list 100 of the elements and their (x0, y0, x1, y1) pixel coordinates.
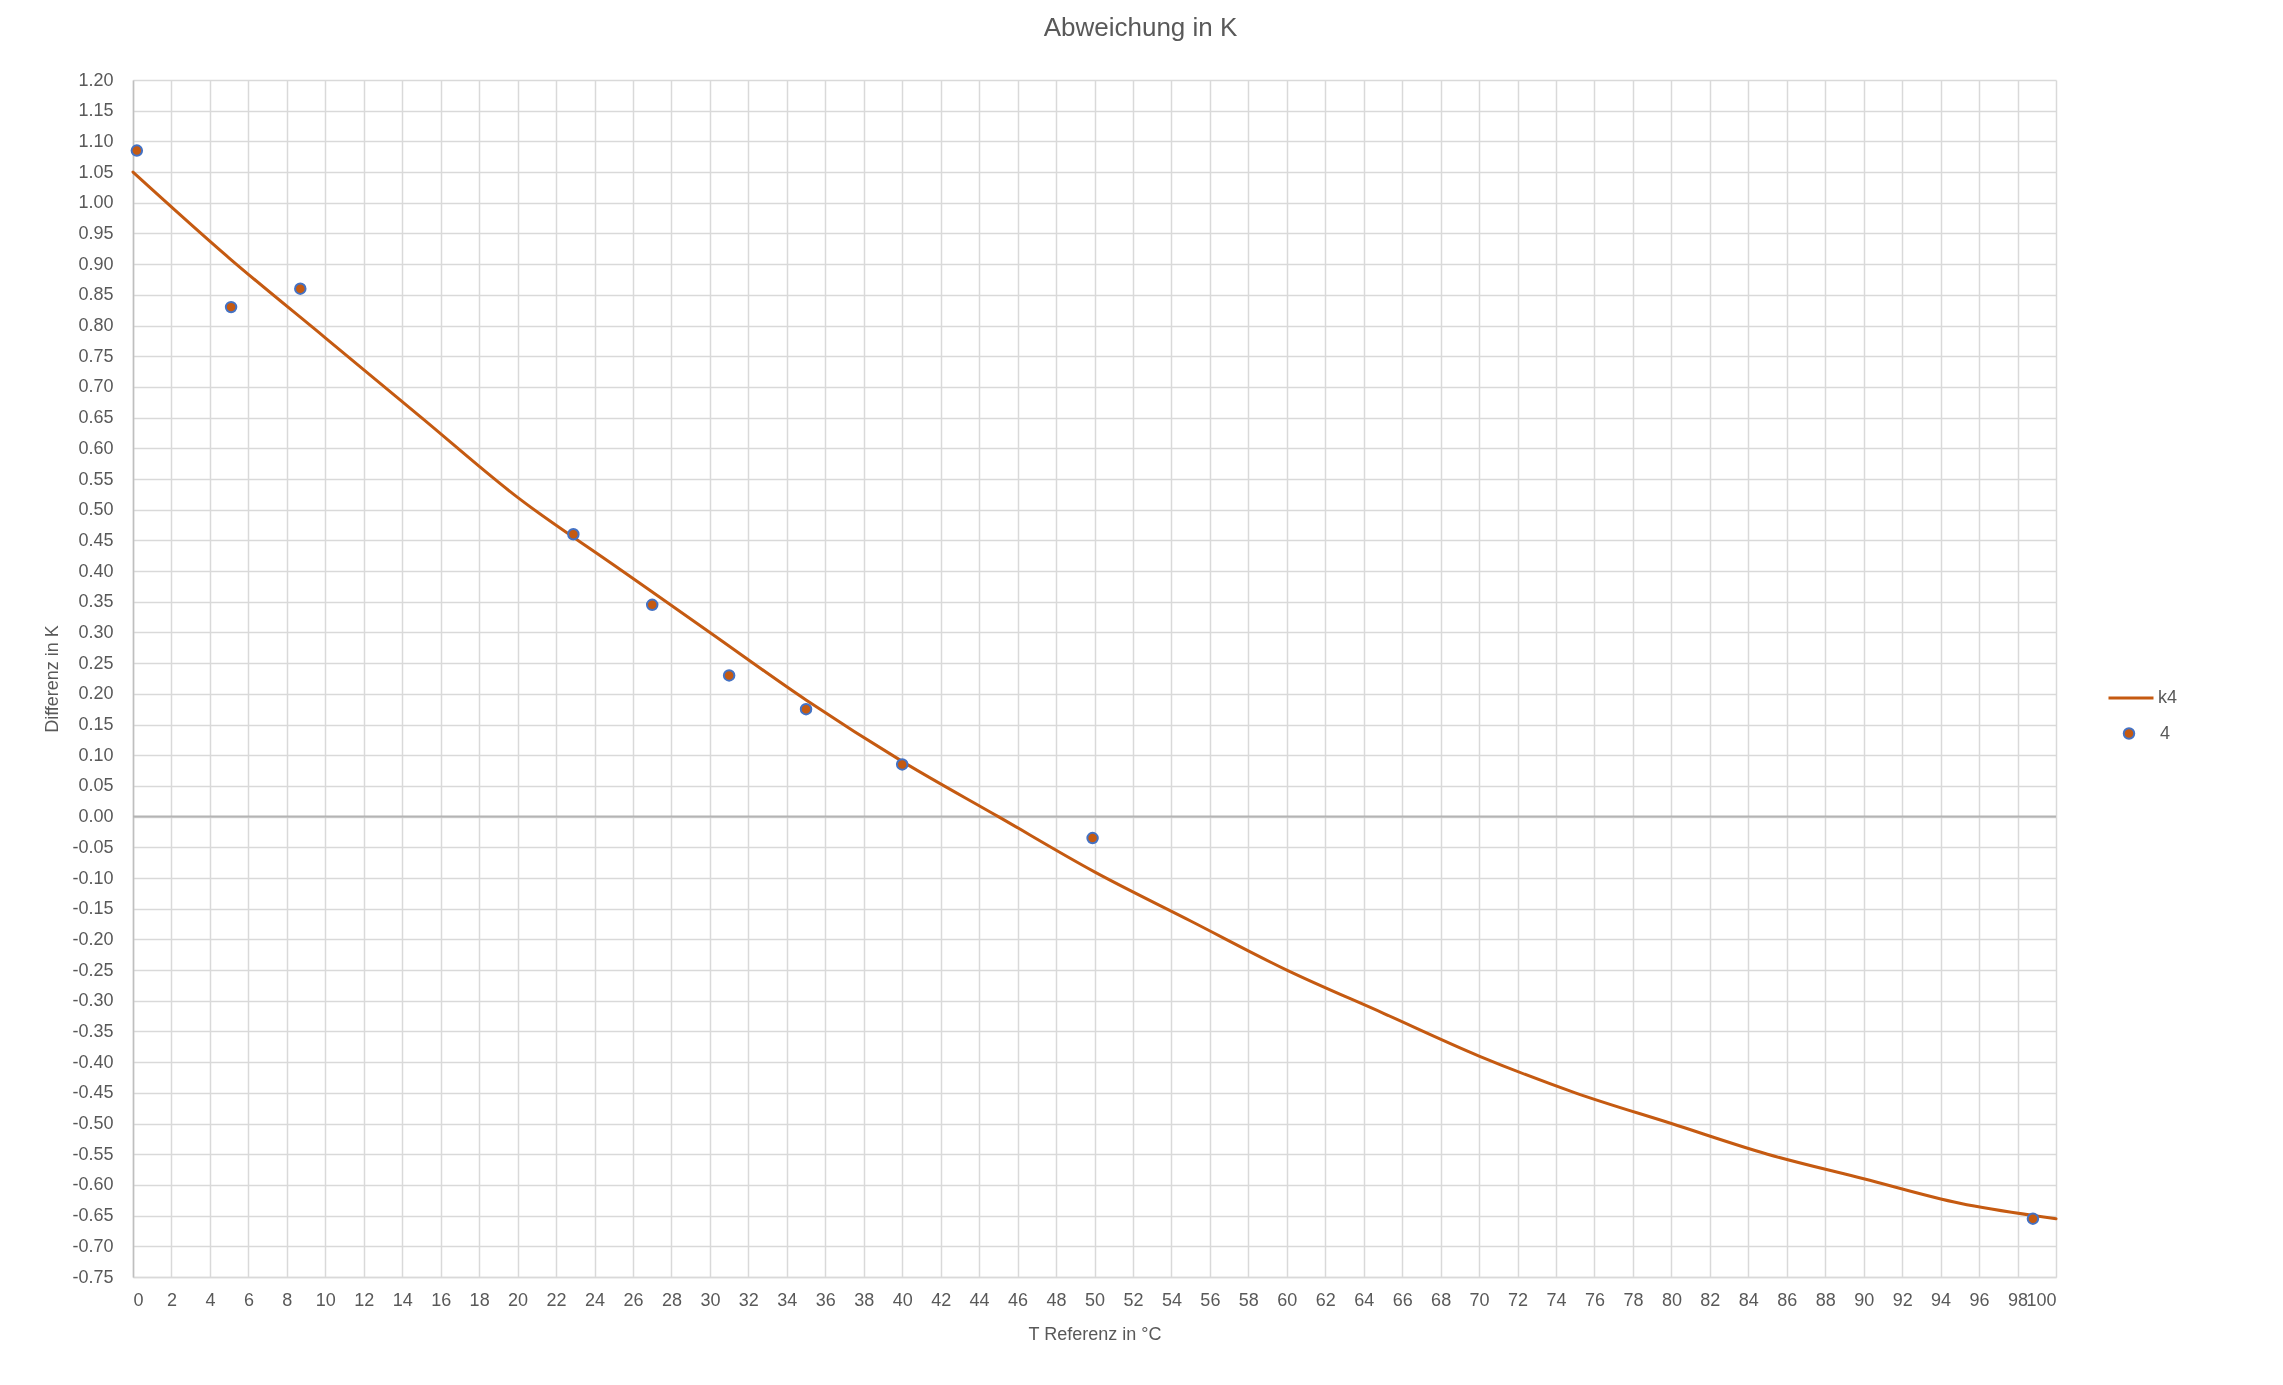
x-tick-label: 48 (1046, 1289, 1067, 1310)
point (1086, 831, 1099, 845)
y-tick-label: -0.30 (72, 990, 114, 1011)
y-tick-label: -0.05 (72, 836, 114, 857)
y-tick-label: 0.80 (78, 315, 114, 336)
y-tick-label: -0.35 (72, 1020, 114, 1041)
x-tick-label: 56 (1200, 1289, 1221, 1310)
y-tick-label: -0.40 (72, 1051, 114, 1072)
x-tick-label: 52 (1123, 1289, 1144, 1310)
line-series (131, 170, 2058, 1221)
point (895, 758, 909, 771)
y-tick-label: 0.35 (78, 591, 114, 612)
y-tick-label: 1.10 (78, 130, 114, 151)
x-tick-label: 30 (700, 1289, 721, 1310)
y-tick-label: 1.15 (78, 100, 114, 121)
x-tick-label: 72 (1508, 1289, 1529, 1310)
x-tick-label: 86 (1777, 1289, 1798, 1310)
x-tick-label: 44 (969, 1289, 990, 1310)
x-tick-label: 74 (1546, 1289, 1567, 1310)
x-tick-label: 78 (1623, 1289, 1644, 1310)
point (567, 528, 580, 541)
y-tick-label: -0.65 (72, 1205, 114, 1226)
x-tick-label: 20 (508, 1289, 529, 1310)
x-tick-label: 98 (2008, 1289, 2029, 1310)
point (722, 669, 736, 682)
point (645, 598, 659, 612)
x-tick-label: 10 (315, 1289, 336, 1310)
x-tick-label: 0 (133, 1289, 144, 1310)
y-tick-label: -0.25 (72, 959, 114, 980)
x-tick-label: 2 (166, 1289, 177, 1310)
y-tick-label: 0.40 (78, 560, 114, 581)
y-tick-label: 0.60 (78, 437, 114, 458)
legend-label: k4 (2158, 687, 2178, 707)
x-tick-label: 90 (1854, 1289, 1875, 1310)
y-axis-title: Differenz in K (42, 625, 63, 733)
y-tick-label: -0.45 (72, 1082, 114, 1103)
x-tick-label: 92 (1892, 1289, 1913, 1310)
x-tick-label: 16 (431, 1289, 452, 1310)
x-tick-label: 14 (392, 1289, 413, 1310)
x-tick-label: 42 (931, 1289, 952, 1310)
y-tick-label: -0.55 (72, 1143, 114, 1164)
x-tick-label: 28 (661, 1289, 682, 1310)
x-tick-label: 82 (1700, 1289, 1721, 1310)
x-tick-label: 36 (815, 1289, 836, 1310)
x-tick-label: 22 (546, 1289, 567, 1310)
chart-title: Abweichung in K (1043, 12, 1238, 42)
x-tick-label: 38 (854, 1289, 875, 1310)
legend-label: 4 (2160, 722, 2171, 743)
y-tick-label: 0.45 (78, 529, 114, 550)
y-tick-label: 0.25 (78, 652, 114, 673)
y-tick-label: 0.85 (78, 284, 114, 305)
x-tick-label: 26 (623, 1289, 644, 1310)
x-tick-label: 54 (1161, 1289, 1182, 1310)
x-tick-label: 18 (469, 1289, 490, 1310)
y-tick-label: -0.60 (72, 1174, 114, 1195)
y-tick-label: 0.05 (78, 775, 114, 796)
x-tick-label: 6 (243, 1289, 254, 1310)
x-tick-label: 64 (1354, 1289, 1375, 1310)
point (2026, 1212, 2040, 1225)
x-tick-label: 60 (1277, 1289, 1298, 1310)
x-tick-label: 96 (1969, 1289, 1990, 1310)
y-tick-label: 0.95 (78, 222, 114, 243)
x-tick-label: 50 (1084, 1289, 1106, 1310)
y-tick-label: 0.20 (78, 683, 114, 704)
x-tick-label: 84 (1738, 1289, 1759, 1310)
y-tick-label: 0.65 (78, 407, 114, 428)
point (294, 282, 307, 295)
y-tick-label: 0.15 (78, 714, 114, 735)
x-tick-label: 88 (1815, 1289, 1836, 1310)
y-tick-label: 0.00 (78, 806, 114, 827)
x-tick-label: 34 (777, 1289, 798, 1310)
y-tick-label: 0.30 (78, 621, 114, 642)
x-tick-label: 24 (585, 1289, 606, 1310)
x-tick-label: 66 (1392, 1289, 1413, 1310)
y-tick-label: 0.50 (78, 499, 114, 520)
y-tick-label: -0.10 (72, 867, 114, 888)
y-tick-label: 0.75 (78, 345, 114, 366)
point (130, 144, 144, 157)
x-tick-label: 12 (354, 1289, 375, 1310)
y-tick-label: -0.20 (72, 928, 114, 949)
y-tick-label: -0.15 (72, 898, 114, 919)
x-tick-label: 58 (1238, 1289, 1259, 1310)
x-tick-label: 46 (1008, 1289, 1029, 1310)
y-tick-label: -0.70 (72, 1235, 114, 1256)
x-tick-label: 100 (2026, 1289, 2057, 1310)
point (224, 300, 238, 314)
y-tick-label: 1.20 (78, 69, 114, 90)
x-tick-label: 76 (1584, 1289, 1605, 1310)
y-tick-label: 0.55 (78, 468, 114, 489)
y-tick-label: 0.70 (78, 376, 114, 397)
x-tick-label: 40 (892, 1289, 913, 1310)
x-tick-label: 80 (1661, 1289, 1682, 1310)
y-tick-label: 1.05 (78, 161, 114, 182)
point (799, 702, 813, 716)
x-axis-title: T Referenz in °C (1028, 1323, 1162, 1344)
x-tick-label: 4 (205, 1289, 216, 1310)
y-tick-label: -0.50 (72, 1113, 114, 1134)
y-tick-label: 0.90 (78, 253, 114, 274)
x-tick-label: 68 (1431, 1289, 1452, 1310)
x-tick-label: 70 (1469, 1289, 1490, 1310)
